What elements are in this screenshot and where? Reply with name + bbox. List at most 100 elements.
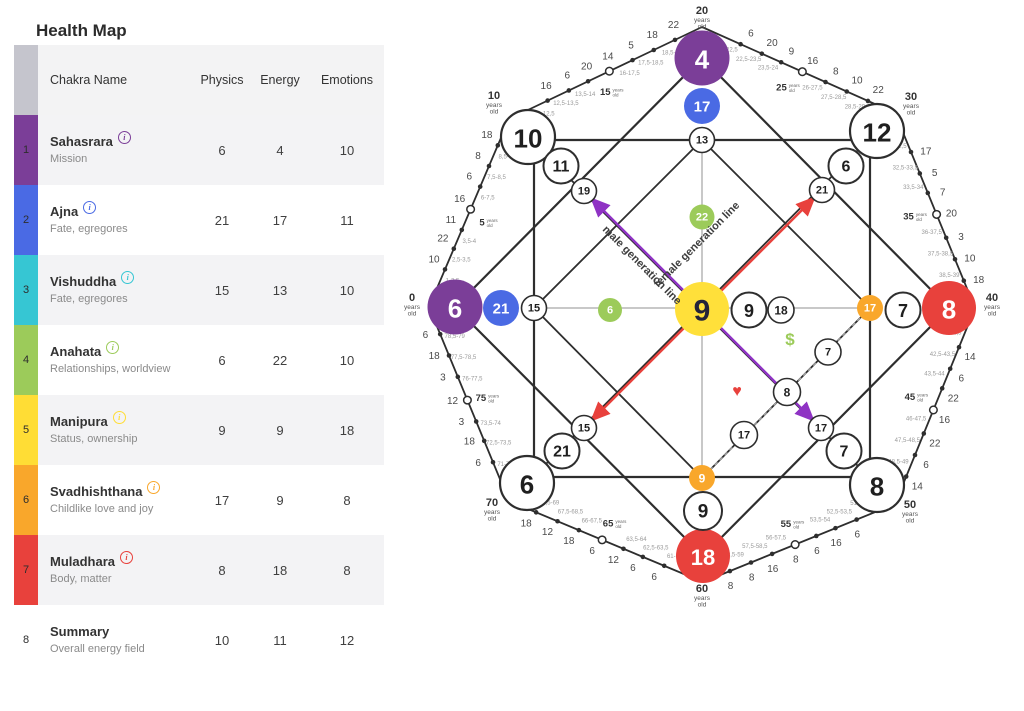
corner-age-labels: 0yearsold10yearsold20yearsold30yearsold4… <box>404 5 1001 609</box>
chakra-name-cell: Ajna i Fate, egregores <box>38 200 194 235</box>
chakra-name: Manipura i <box>50 410 194 428</box>
age-marker-old: old <box>487 223 494 228</box>
info-icon[interactable]: i <box>106 340 120 354</box>
age-tick-dot <box>925 190 931 196</box>
corner-age-old: old <box>488 516 497 523</box>
circle-value: 22 <box>696 212 708 224</box>
age-tick-number: 6 <box>565 71 571 82</box>
matrix-circle-9: 9 <box>730 291 768 329</box>
age-tick-dot <box>939 386 945 391</box>
matrix-circle-19: 19 <box>570 177 598 205</box>
age-range-label: 43,5-44 <box>924 371 945 377</box>
age-marker-years: years <box>488 394 500 399</box>
chakra-description: Fate, egregores <box>50 222 128 235</box>
age-tick-number: 16 <box>454 194 466 205</box>
age-tick-number: 20 <box>581 61 593 72</box>
info-icon[interactable]: i <box>121 270 135 284</box>
value-energy: 4 <box>276 142 284 158</box>
age-tick-number: 17 <box>920 146 932 157</box>
row-number-cell: 1 <box>14 115 38 185</box>
age-range-label: 73,5-74 <box>481 421 502 427</box>
matrix-circle-21: 21 <box>808 176 836 204</box>
row-number-cell: 7 <box>14 535 38 605</box>
dollar-icon: $ <box>785 330 795 349</box>
age-marker-years: years <box>789 83 801 88</box>
age-tick-dot <box>459 227 465 233</box>
chakra-name: Svadhishthana i <box>50 480 194 498</box>
chakra-name-cell: Svadhishthana i Childlike love and joy <box>38 480 194 515</box>
chakra-description: Mission <box>50 152 88 165</box>
matrix-circle-17: 17 <box>857 295 883 321</box>
corner-age-old: old <box>988 311 997 318</box>
value-physics: 17 <box>214 492 230 508</box>
value-energy: 9 <box>276 492 284 508</box>
age-tick-dot <box>759 51 765 56</box>
circle-value: 6 <box>448 294 462 324</box>
value-emotions: 8 <box>343 492 351 508</box>
age-tick-dot <box>823 79 828 85</box>
age-tick-number: 10 <box>851 76 863 87</box>
age-tick-number: 20 <box>767 38 779 49</box>
age-tick-number: 8 <box>793 554 799 565</box>
matrix-circle-8: 8 <box>772 377 802 407</box>
value-emotions: 8 <box>343 562 351 578</box>
circle-value: 18 <box>774 304 788 318</box>
age-marker-old: old <box>488 399 495 404</box>
heart-icon: ♥ <box>732 383 742 400</box>
age-tick-number: 16 <box>767 564 779 575</box>
info-icon[interactable]: i <box>83 200 97 214</box>
age-range-label: 63,5-64 <box>626 537 647 543</box>
age-tick-number: 6 <box>923 460 929 471</box>
age-range-label: 27,5-28,5 <box>821 95 847 101</box>
age-tick-number: 6 <box>651 572 657 583</box>
age-tick-number: 5 <box>932 168 938 179</box>
matrix-circle-15: 15 <box>570 414 598 442</box>
value-emotions: 10 <box>339 282 355 298</box>
age-range-label: 33,5-34 <box>903 185 924 191</box>
matrix-circle-17: 17 <box>807 414 835 442</box>
matrix-circle-21: 21 <box>543 432 581 470</box>
chakra-name: Muladhara i <box>50 550 194 568</box>
column-header-physics: Physics <box>200 73 244 87</box>
age-marker-old: old <box>613 92 620 97</box>
circle-value: 17 <box>738 430 750 442</box>
age-tick-number: 22 <box>929 438 941 449</box>
chakra-name: Vishuddha i <box>50 270 194 288</box>
age-tick-number: 6 <box>475 458 481 469</box>
matrix-circle-6: 6 <box>427 279 483 335</box>
table-row: 3 Vishuddha i Fate, egregores 15 13 10 <box>14 255 384 325</box>
chakra-name-cell: Manipura i Status, ownership <box>38 410 194 445</box>
age-tick-dot <box>844 89 850 94</box>
age-tick-number: 16 <box>939 415 951 426</box>
age-range-label: 58,5-59 <box>724 553 745 559</box>
age-range-label: 57,5-58,5 <box>742 544 768 550</box>
circle-value: 9 <box>744 301 754 321</box>
circle-value: 7 <box>898 301 908 321</box>
age-tick-number: 18 <box>563 536 575 547</box>
matrix-circle-4: 4 <box>674 30 730 86</box>
corner-age-number: 60 <box>696 583 708 595</box>
age-tick-dot <box>545 98 550 103</box>
circle-value: 21 <box>816 185 828 197</box>
age-marker-open-circle <box>928 405 938 415</box>
info-icon[interactable]: i <box>120 550 134 564</box>
age-tick-dot <box>621 546 626 552</box>
table-row: 5 Manipura i Status, ownership 9 9 18 <box>14 395 384 465</box>
age-range-label: 66-67,5 <box>582 519 603 525</box>
info-icon[interactable]: i <box>147 480 161 494</box>
age-tick-dot <box>442 267 448 272</box>
age-range-label: 6-7,5 <box>481 196 495 202</box>
circle-value: 6 <box>520 470 534 500</box>
age-tick-dot <box>533 510 539 515</box>
age-range-label: 12,5-13,5 <box>553 101 579 107</box>
info-icon[interactable]: i <box>117 130 131 144</box>
value-energy: 17 <box>272 212 288 228</box>
corner-age-number: 0 <box>409 292 415 304</box>
info-icon[interactable]: i <box>112 410 126 424</box>
age-tick-dot <box>921 431 927 436</box>
age-marker-label: 65 <box>603 519 614 530</box>
age-tick-number: 10 <box>429 254 441 265</box>
age-tick-number: 18 <box>973 275 985 286</box>
age-range-label: 8,5-9 <box>498 154 512 160</box>
age-marker-label: 5 <box>479 218 485 229</box>
